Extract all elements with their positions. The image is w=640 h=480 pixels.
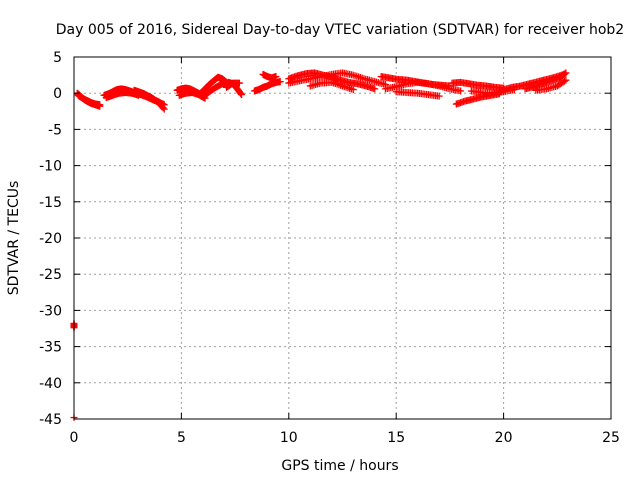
y-tick-label: 0 — [53, 86, 62, 102]
data-points — [70, 69, 570, 422]
y-tick-label: -10 — [39, 159, 62, 175]
data-point — [435, 92, 443, 100]
data-point — [160, 105, 168, 113]
y-tick-label: -15 — [39, 195, 62, 211]
data-point — [457, 87, 465, 95]
data-point — [96, 101, 104, 109]
data-point — [560, 77, 568, 85]
y-tick-label: -25 — [39, 267, 62, 283]
y-tick-label: 5 — [53, 50, 62, 66]
data-point — [371, 85, 379, 93]
y-tick-label: -20 — [39, 231, 62, 247]
x-tick-label: 20 — [495, 430, 513, 446]
data-point — [237, 90, 245, 98]
data-point — [272, 73, 280, 81]
y-tick-label: -40 — [39, 376, 62, 392]
data-point — [561, 70, 569, 78]
data-point — [276, 78, 284, 86]
y-tick-label: -45 — [39, 412, 62, 428]
x-tick-label: 5 — [177, 430, 186, 446]
data-point — [349, 86, 357, 94]
chart-title: Day 005 of 2016, Sidereal Day-to-day VTE… — [56, 22, 624, 38]
y-tick-label: -35 — [39, 340, 62, 356]
x-tick-label: 15 — [387, 430, 405, 446]
y-axis-label: SDTVAR / TECUs — [6, 181, 22, 296]
x-axis-label: GPS time / hours — [281, 458, 398, 474]
y-tick-label: -30 — [39, 303, 62, 319]
data-point — [562, 69, 570, 77]
data-point — [235, 79, 243, 87]
data-point — [562, 76, 570, 84]
data-point — [238, 91, 246, 99]
x-tick-label: 25 — [602, 430, 620, 446]
x-tick-label: 0 — [70, 430, 79, 446]
x-tick-label: 10 — [280, 430, 298, 446]
y-tick-label: -5 — [48, 122, 62, 138]
grid-lines — [74, 57, 611, 419]
data-point — [159, 104, 167, 112]
axis-ticks: 0 5 10 15 20 25 5 0 -5 -10 -15 -20 -25 -30 -35 -40 -45 — [39, 50, 620, 446]
